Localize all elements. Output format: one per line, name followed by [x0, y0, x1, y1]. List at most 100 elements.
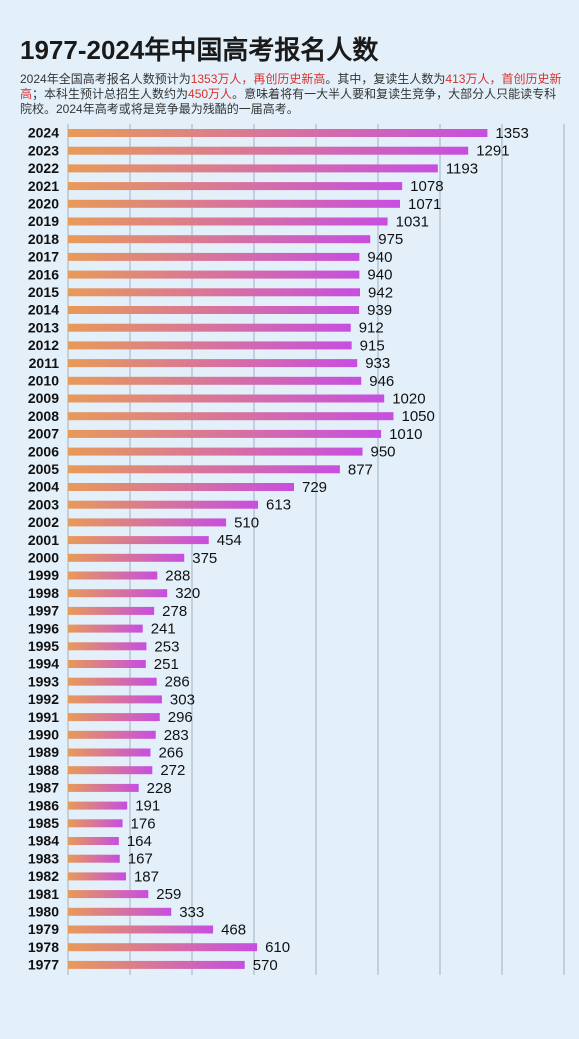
value-label: 1291 [476, 143, 509, 160]
y-tick-label: 1994 [28, 656, 59, 672]
y-tick-label: 2017 [28, 249, 59, 265]
y-tick-label: 2000 [28, 550, 59, 566]
y-tick-label: 1983 [28, 850, 59, 866]
bar [68, 713, 160, 722]
value-label: 253 [154, 638, 179, 655]
bar [68, 925, 214, 934]
value-label: 259 [156, 886, 181, 903]
bar [68, 589, 168, 598]
subtitle-part: 450万人 [188, 87, 233, 101]
y-tick-label: 2014 [28, 302, 59, 318]
bar [68, 695, 162, 704]
bar [68, 890, 149, 899]
y-tick-label: 2015 [28, 284, 59, 300]
value-label: 454 [217, 532, 242, 549]
y-tick-label: 1991 [28, 709, 59, 725]
value-label: 283 [164, 727, 189, 744]
bar [68, 837, 119, 845]
value-label: 942 [368, 284, 393, 301]
bar [68, 518, 227, 527]
y-tick-label: 1998 [28, 585, 59, 601]
y-tick-label: 2001 [28, 532, 59, 548]
y-tick-label: 2018 [28, 231, 59, 247]
y-tick-label: 1993 [28, 673, 59, 689]
y-tick-label: 2021 [28, 178, 59, 194]
bar [68, 429, 382, 438]
value-label: 1078 [410, 178, 443, 195]
bar [68, 465, 340, 474]
value-label: 939 [367, 302, 392, 319]
value-label: 187 [134, 868, 159, 885]
value-label: 729 [302, 479, 327, 496]
bar [68, 907, 172, 916]
value-label: 288 [165, 567, 190, 584]
y-tick-label: 1985 [28, 815, 59, 831]
bar [68, 624, 143, 633]
value-label: 510 [234, 514, 259, 531]
y-tick-label: 2010 [28, 373, 59, 389]
value-label: 266 [158, 744, 183, 761]
value-label: 241 [151, 621, 176, 638]
y-tick-label: 1990 [28, 727, 59, 743]
bar [68, 571, 158, 580]
chart-title: 1977-2024年中国高考报名人数 [20, 35, 379, 65]
y-tick-label: 2007 [28, 426, 59, 442]
bar [68, 394, 385, 403]
value-label: 975 [378, 231, 403, 248]
bar [68, 217, 388, 226]
value-label: 176 [131, 815, 156, 832]
y-tick-label: 2011 [29, 355, 60, 371]
value-label: 1071 [408, 196, 441, 213]
subtitle: 2024年全国高考报名人数预计为1353万人，再创历史新高。其中，复读生人数为4… [20, 72, 565, 117]
bar [68, 677, 157, 686]
value-label: 333 [179, 904, 204, 921]
bar [68, 447, 363, 456]
subtitle-part: 。其中，复读生人数为 [325, 72, 446, 86]
subtitle-part: 2024年全国高考报名人数预计为 [20, 72, 191, 86]
y-tick-label: 1977 [28, 957, 59, 973]
value-label: 912 [359, 320, 384, 337]
value-label: 468 [221, 921, 246, 938]
y-tick-label: 1980 [28, 904, 59, 920]
y-tick-label: 2004 [28, 479, 59, 495]
value-label: 191 [135, 798, 160, 815]
y-tick-label: 1995 [28, 638, 59, 654]
bar [68, 500, 259, 509]
bar [68, 288, 361, 297]
value-label: 877 [348, 461, 373, 478]
bar [68, 182, 403, 191]
subtitle-part: 413万人，首创历史新高 [20, 72, 562, 101]
bar [68, 748, 151, 757]
value-label: 228 [147, 780, 172, 797]
y-tick-label: 2019 [28, 213, 59, 229]
bar [68, 359, 358, 368]
bar [68, 164, 438, 173]
bar [68, 341, 352, 350]
y-tick-label: 1984 [28, 833, 59, 849]
y-tick-label: 1978 [28, 939, 59, 955]
value-label: 1020 [392, 390, 425, 407]
value-label: 286 [165, 674, 190, 691]
bar [68, 960, 245, 969]
bar [68, 766, 153, 775]
bar [68, 819, 123, 828]
bar [68, 270, 360, 279]
bar [68, 376, 362, 385]
value-label: 1353 [495, 125, 528, 142]
y-tick-label: 1982 [28, 868, 59, 884]
y-tick-label: 1996 [28, 620, 59, 636]
y-tick-label: 1989 [28, 744, 59, 760]
bar [68, 660, 146, 668]
y-tick-label: 2005 [28, 461, 59, 477]
value-label: 570 [253, 957, 278, 974]
y-tick-label: 1987 [28, 780, 59, 796]
y-tick-label: 2022 [28, 160, 59, 176]
bar [68, 199, 401, 208]
y-tick-label: 2016 [28, 266, 59, 282]
subtitle-part: 。意味着将有一大半人要和复读生竞争，大部分人只能读专科院校。2024年高考或将是… [20, 87, 557, 116]
value-label: 303 [170, 691, 195, 708]
bar [68, 235, 371, 244]
y-tick-label: 1999 [28, 567, 59, 583]
